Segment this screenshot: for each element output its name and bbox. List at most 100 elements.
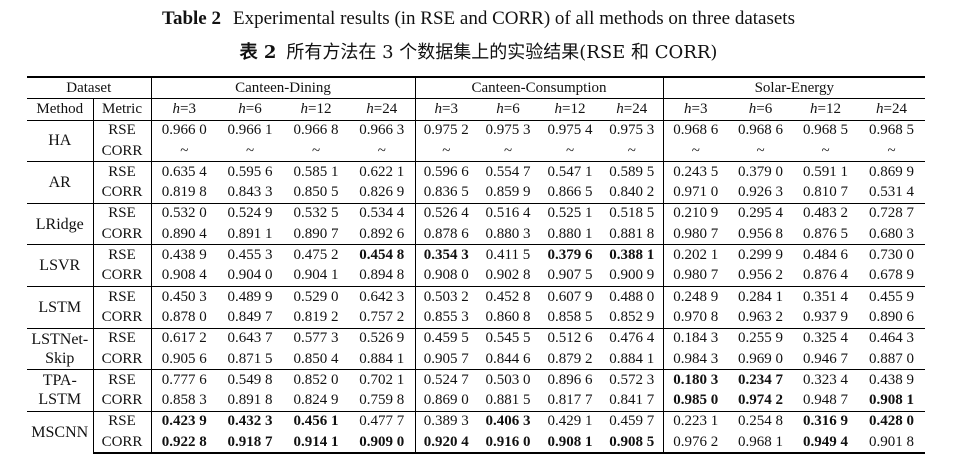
table-cell: 0.323 4 bbox=[793, 369, 859, 391]
table-cell: 0.948 7 bbox=[803, 392, 849, 409]
table-cell: ~ bbox=[821, 142, 830, 159]
table-cell: 0.892 6 bbox=[359, 225, 405, 242]
method-name: LSTM bbox=[27, 285, 93, 329]
table-cell: 0.819 8 bbox=[150, 182, 218, 204]
table-cell: ~ bbox=[627, 142, 636, 159]
table-cell: 0.975 3 bbox=[601, 119, 664, 141]
metric-label: RSE bbox=[92, 119, 152, 141]
table-cell: 0.759 8 bbox=[359, 392, 405, 409]
table-cell: 0.549 8 bbox=[217, 369, 284, 391]
table-cell: 0.896 6 bbox=[539, 369, 602, 391]
table-row: LSVR RSE 0.438 9 0.455 3 0.475 2 0.454 8 0.354… bbox=[27, 244, 926, 287]
table-cell: 0.572 3 bbox=[601, 369, 664, 391]
table-cell: 0.529 0 bbox=[283, 285, 350, 308]
table-cell: 0.595 6 bbox=[217, 161, 284, 183]
table-cell: 0.525 1 bbox=[539, 202, 602, 225]
table-cell: 0.475 2 bbox=[283, 244, 350, 266]
horizon-value: =3 bbox=[180, 100, 196, 117]
table-cell: 0.908 4 bbox=[150, 265, 218, 287]
table-cell: 0.891 8 bbox=[227, 392, 273, 409]
table-cell: 0.452 8 bbox=[477, 285, 540, 308]
table-cell: 0.438 9 bbox=[150, 244, 218, 266]
table-cell: 0.524 7 bbox=[414, 369, 478, 391]
table-cell: 0.476 4 bbox=[601, 327, 664, 349]
horizon-header: h=12 bbox=[539, 98, 602, 121]
table-cell: 0.871 5 bbox=[227, 350, 273, 367]
horizon-value: =24 bbox=[623, 100, 648, 117]
table-cell: 0.577 3 bbox=[283, 327, 350, 349]
horizon-header: h=12 bbox=[283, 98, 350, 121]
table-cell: 0.518 5 bbox=[601, 202, 664, 225]
table-cell: ~ bbox=[150, 140, 218, 162]
table-cell: 0.438 9 bbox=[858, 369, 926, 391]
table-cell: 0.984 3 bbox=[662, 348, 729, 370]
metric-label: CORR bbox=[92, 265, 152, 287]
table-cell: 0.968 5 bbox=[858, 119, 926, 141]
metric-label: RSE bbox=[92, 202, 152, 225]
table-cell: 0.852 9 bbox=[609, 308, 655, 325]
table-cell: 0.728 7 bbox=[858, 202, 926, 225]
table-cell: 0.180 3 bbox=[662, 369, 729, 391]
dataset-header: Dataset bbox=[27, 76, 152, 99]
table-cell: ~ bbox=[503, 142, 513, 159]
table-cell: 0.894 8 bbox=[359, 267, 405, 284]
horizon-value: =6 bbox=[245, 100, 262, 117]
horizon-value: =6 bbox=[756, 100, 773, 117]
metric-label: CORR bbox=[92, 140, 152, 162]
method-name: AR bbox=[27, 161, 93, 204]
table-cell: 0.968 6 bbox=[662, 119, 729, 141]
table-cell: 0.970 8 bbox=[662, 307, 729, 329]
table-cell: ~ bbox=[756, 142, 765, 159]
horizon-value: =3 bbox=[691, 100, 708, 117]
horizon-header: h=24 bbox=[601, 98, 664, 121]
table-cell: 0.459 7 bbox=[601, 410, 664, 433]
table-cell: 0.844 6 bbox=[485, 350, 531, 367]
table-cell: 0.484 6 bbox=[793, 244, 859, 266]
metric-label: CORR bbox=[92, 432, 152, 455]
horizon-symbol: h bbox=[616, 100, 624, 117]
table-cell: 0.881 5 bbox=[485, 392, 531, 409]
horizon-header: h=24 bbox=[349, 98, 416, 121]
table-cell: 0.545 5 bbox=[477, 327, 540, 349]
method-name-line: HA bbox=[48, 132, 72, 150]
table-cell: 0.234 7 bbox=[728, 369, 794, 391]
table-cell: 0.881 8 bbox=[609, 225, 655, 242]
table-cell: 0.554 7 bbox=[477, 161, 540, 183]
table-row: LSTM RSE 0.450 3 0.489 9 0.529 0 0.642 3 0.503… bbox=[27, 285, 926, 329]
table-cell: 0.388 1 bbox=[601, 244, 664, 266]
table-cell: 0.817 7 bbox=[547, 392, 593, 409]
caption-english-label: Table 2 bbox=[162, 8, 221, 29]
table-cell: 0.678 9 bbox=[869, 267, 915, 284]
table-cell: 0.596 6 bbox=[414, 161, 478, 183]
table-cell: 0.455 9 bbox=[858, 285, 926, 308]
table-cell: 0.810 7 bbox=[803, 184, 849, 201]
table-cell: ~ bbox=[887, 142, 896, 159]
horizon-header: h=3 bbox=[150, 98, 218, 121]
table-cell: 0.516 4 bbox=[477, 202, 540, 225]
horizon-header: h=12 bbox=[793, 98, 859, 121]
table-cell: 0.591 1 bbox=[793, 161, 859, 183]
table-row: CORR 0.908 4 0.904 0 0.904 1 0.894 8 0.908 0 0… bbox=[27, 265, 925, 287]
table-cell: 0.884 1 bbox=[609, 350, 655, 367]
table-row: LSTNet- Skip RSE 0.617 2 0.643 7 0.577 3 0.526… bbox=[27, 327, 926, 370]
table-row: CORR 0.878 0 0.849 7 0.819 2 0.757 2 0.855 3 0… bbox=[27, 307, 925, 329]
table-cell: 0.389 3 bbox=[414, 410, 478, 433]
table-cell: 0.956 2 bbox=[738, 267, 784, 284]
horizon-symbol: h bbox=[876, 100, 884, 117]
table-cell: 0.255 9 bbox=[728, 327, 794, 349]
table-cell: 0.908 1 bbox=[539, 432, 602, 455]
table-cell: 0.841 7 bbox=[609, 392, 655, 409]
table-cell: 0.503 0 bbox=[477, 369, 540, 391]
table-cell: 0.869 0 bbox=[414, 390, 478, 412]
table-cell: 0.483 2 bbox=[793, 202, 859, 225]
horizon-value: =12 bbox=[562, 100, 586, 117]
table-cell: 0.432 3 bbox=[217, 410, 284, 433]
table-cell: 0.891 1 bbox=[227, 225, 273, 242]
table-cell: 0.454 8 bbox=[349, 244, 416, 266]
table-cell: 0.295 4 bbox=[728, 202, 794, 225]
table-cell: 0.284 1 bbox=[728, 285, 794, 308]
table-cell: 0.905 7 bbox=[414, 348, 478, 370]
method-name: LSVR bbox=[27, 244, 93, 287]
table-row: CORR 0.890 4 0.891 1 0.890 7 0.892 6 0.878 6 0… bbox=[27, 224, 925, 245]
metric-label: CORR bbox=[92, 348, 152, 370]
